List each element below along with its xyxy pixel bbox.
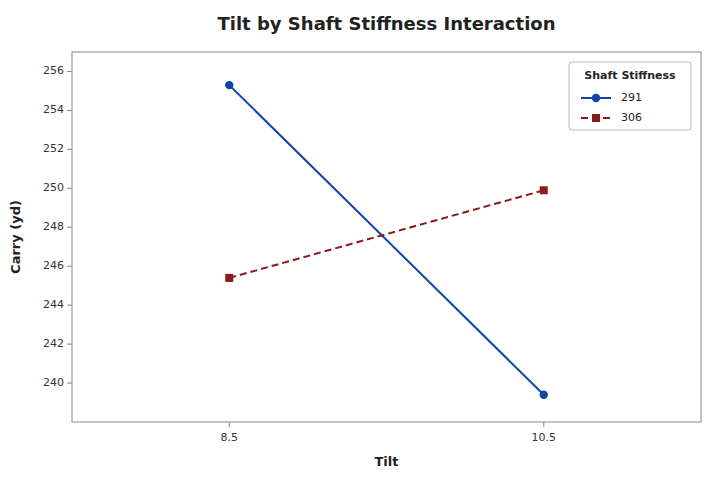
y-tick-label: 244 [43, 298, 64, 311]
y-tick [67, 383, 72, 384]
y-axis-label: Carry (yd) [8, 200, 23, 274]
y-tick-label: 246 [43, 259, 64, 272]
legend-box [569, 62, 691, 130]
legend-title: Shaft Stiffness [584, 69, 676, 82]
x-tick [543, 422, 544, 427]
y-tick [67, 188, 72, 189]
y-tick-label: 240 [43, 376, 64, 389]
point [540, 391, 548, 399]
y-tick-label: 242 [43, 337, 64, 350]
y-tick-label: 250 [43, 181, 64, 194]
series [225, 81, 548, 399]
y-axis: 240 242 244 246 248 250 252 254 256 [43, 64, 72, 389]
x-axis-label: Tilt [375, 454, 399, 469]
title: Tilt by Shaft Stiffness Interaction [217, 13, 555, 34]
legend-item: 291 [581, 91, 642, 104]
legend-marker [592, 114, 600, 122]
chart-container: Tilt by Shaft Stiffness Interaction24024… [0, 0, 721, 480]
plot-data [225, 81, 548, 399]
x-tick-label: 8.5 [221, 431, 239, 444]
y-tick-label: 248 [43, 220, 64, 233]
y-tick [67, 305, 72, 306]
y-tick [67, 227, 72, 228]
y-tick [67, 71, 72, 72]
legend-label: 306 [621, 111, 642, 124]
y-tick-label: 256 [43, 64, 64, 77]
y-tick [67, 266, 72, 267]
x-axis: 8.5 10.5 [221, 422, 557, 444]
y-tick-label: 254 [43, 103, 64, 116]
legend-item: 306 [581, 111, 642, 124]
legend-marker [592, 94, 600, 102]
series [225, 186, 548, 282]
series-line [229, 190, 544, 278]
y-tick [67, 110, 72, 111]
plot-frame [72, 52, 701, 422]
y-tick [67, 344, 72, 345]
x-tick-label: 10.5 [532, 431, 557, 444]
point [225, 274, 233, 282]
point [540, 186, 548, 194]
legend: Shaft Stiffness 291 306 [569, 62, 691, 130]
point [225, 81, 233, 89]
series-line [229, 85, 544, 395]
x-tick [229, 422, 230, 427]
y-tick-label: 252 [43, 142, 64, 155]
y-tick [67, 149, 72, 150]
legend-label: 291 [621, 91, 642, 104]
chart: Tilt by Shaft Stiffness Interaction24024… [0, 0, 721, 480]
